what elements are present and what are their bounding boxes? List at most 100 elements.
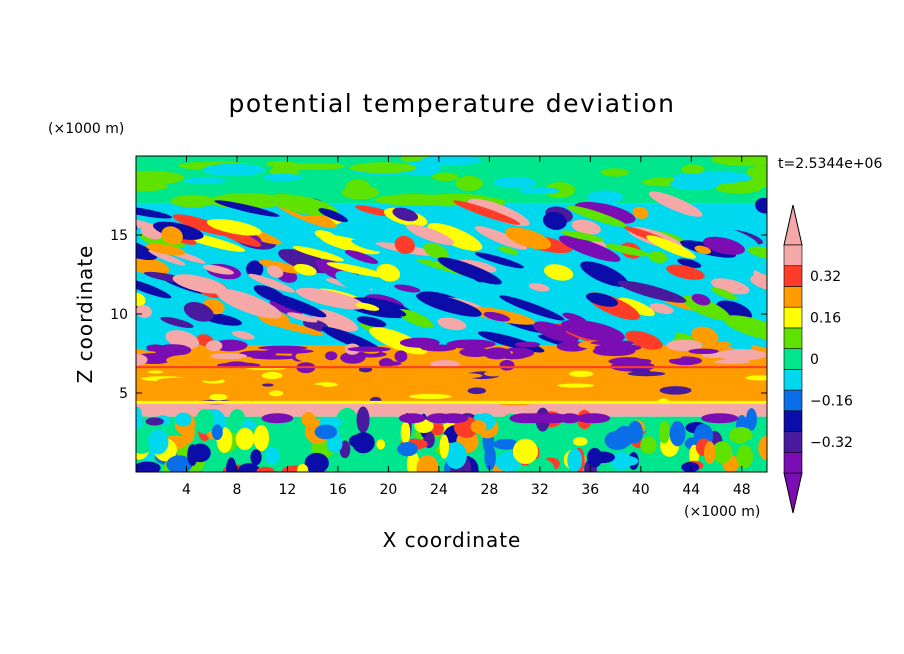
field-blob	[681, 164, 705, 175]
field-blob	[716, 348, 767, 361]
field-blob	[344, 250, 379, 264]
y-axis-label: Z coordinate	[73, 245, 97, 384]
field-blob	[467, 198, 530, 227]
y-tick-label: 15	[110, 228, 128, 244]
field-blob	[229, 409, 245, 428]
field-blob	[499, 359, 515, 371]
field-blob	[352, 432, 375, 454]
field-blob	[748, 246, 767, 260]
field-blob	[429, 360, 460, 369]
field-blob	[145, 417, 164, 426]
field-blob	[347, 346, 391, 352]
field-blob	[594, 343, 642, 352]
field-blob	[484, 444, 496, 471]
field-blob	[710, 278, 750, 295]
field-blob	[711, 156, 767, 167]
field-blob	[362, 391, 409, 396]
y-tick-label: 10	[110, 307, 128, 323]
field-blob	[630, 368, 651, 373]
field-blob	[453, 200, 521, 225]
field-blob	[355, 351, 387, 358]
field-blob	[148, 429, 169, 455]
field-blob	[610, 452, 632, 471]
field-blob	[597, 383, 608, 390]
field-blob	[636, 354, 682, 360]
field-blob	[416, 293, 482, 317]
field-blob	[356, 406, 370, 434]
field-blob	[543, 264, 574, 281]
field-blob	[156, 377, 199, 384]
field-blob	[632, 206, 649, 219]
field-blob	[335, 270, 371, 293]
field-blob	[136, 170, 185, 186]
field-blob	[263, 318, 324, 336]
field-blob	[426, 413, 453, 424]
x-tick-label: 12	[279, 482, 297, 498]
field-blob	[380, 361, 402, 366]
field-blob	[308, 388, 346, 398]
field-blob	[183, 301, 214, 322]
x-axis: 4 8 12 16 20 24 28 32 36 40 44 48	[182, 156, 751, 498]
field-blob	[295, 287, 366, 310]
field-blob	[251, 355, 299, 360]
x-tick-label: 44	[682, 482, 700, 498]
field-blob	[355, 302, 380, 311]
field-blob	[720, 333, 753, 351]
field-blob	[400, 421, 411, 444]
field-blob	[321, 326, 382, 353]
field-blob	[175, 412, 192, 427]
field-blob	[445, 441, 467, 470]
field-blob	[640, 436, 657, 455]
field-blob	[439, 434, 449, 459]
field-blob	[590, 340, 634, 346]
field-blob	[492, 438, 520, 450]
field-blob	[576, 413, 611, 424]
x-tick-label: 48	[733, 482, 751, 498]
field-blob	[483, 371, 503, 377]
field-blob	[532, 321, 579, 343]
field-blob	[304, 452, 329, 472]
colorbar-swatch	[783, 410, 803, 432]
x-tick-label: 4	[182, 482, 191, 498]
field-blob	[136, 461, 161, 472]
field-blob	[711, 441, 733, 464]
field-blob	[459, 347, 492, 357]
x-tick-label: 20	[379, 482, 397, 498]
field-blob	[216, 289, 282, 319]
field-blob	[326, 262, 387, 278]
field-blob	[226, 457, 237, 472]
field-blob	[688, 348, 719, 355]
field-blob	[446, 339, 496, 349]
field-blob	[264, 447, 280, 465]
field-blob	[569, 370, 594, 377]
field-blob	[654, 325, 677, 341]
field-blob	[341, 185, 380, 200]
field-blob	[483, 311, 511, 322]
field-blob	[758, 435, 767, 460]
x-tick-label: 24	[430, 482, 448, 498]
field-blob	[470, 420, 487, 434]
field-blob	[649, 303, 674, 314]
field-blob	[161, 226, 183, 245]
field-blob	[136, 406, 143, 434]
field-blob	[497, 370, 529, 378]
field-blob	[420, 156, 482, 166]
field-blob	[673, 171, 753, 184]
field-blob	[355, 205, 394, 217]
field-blob	[557, 383, 595, 388]
field-blob	[574, 201, 636, 224]
chart-title: potential temperature deviation	[229, 89, 676, 118]
field-blob	[136, 304, 152, 318]
field-blob	[160, 316, 194, 329]
field-blob	[269, 390, 284, 397]
field-blob	[436, 380, 466, 385]
field-blob	[172, 195, 204, 205]
field-blob	[681, 295, 730, 321]
field-blob	[560, 230, 605, 242]
colorbar-swatch	[783, 286, 803, 308]
field-blob	[572, 436, 588, 446]
field-blob	[646, 235, 696, 259]
x-tick-label: 16	[329, 482, 347, 498]
field-blob	[261, 371, 283, 380]
field-blob	[297, 463, 309, 472]
